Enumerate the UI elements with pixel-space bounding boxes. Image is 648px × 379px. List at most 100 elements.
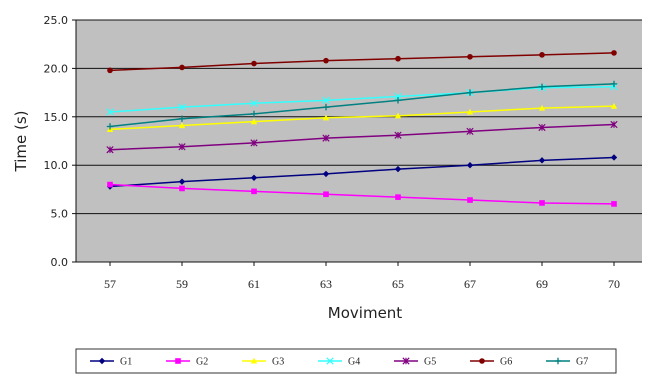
data-point [250,174,258,181]
data-point [395,55,401,62]
series-g2 [107,181,617,207]
legend-item-g6: G6 [470,357,512,368]
data-point [107,181,113,188]
data-point [611,201,617,207]
series-line [109,105,615,131]
y-tick-label: 20.0 [44,62,69,75]
series-line [109,183,615,205]
y-tick-label: 0.0 [51,256,69,269]
data-point [466,108,474,115]
x-tick-label: 63 [320,277,332,291]
data-point [610,80,618,88]
x-tick-label: 59 [176,277,188,291]
x-axis-ticks: 57 59 61 63 65 67 69 70 [104,262,620,291]
data-point [610,154,618,161]
series-line [109,86,615,113]
data-point [538,83,546,90]
x-axis-label: Moviment [328,304,403,322]
data-point [250,110,258,118]
data-point [394,112,402,119]
data-point [395,194,401,200]
data-point [467,53,473,60]
series-g1 [106,154,618,190]
data-point [467,197,473,203]
legend-label: G7 [576,357,588,368]
legend-marker [175,358,181,364]
data-point [323,191,329,198]
series-g5 [106,120,618,154]
legend: G1 G2 G3 G4 G5 G6 G7 [90,357,588,368]
data-point [538,157,546,164]
data-point [106,108,114,116]
data-point [178,115,186,122]
data-point [466,89,474,96]
legend-item-g1: G1 [90,357,132,368]
series-g6 [107,50,617,74]
data-point [179,64,185,71]
legend-label: G1 [120,357,132,368]
data-point [394,131,402,139]
data-point [106,123,114,130]
legend-marker [98,357,106,365]
y-tick-label: 10.0 [44,159,69,172]
x-tick-label: 65 [392,277,404,291]
series-line [109,123,615,151]
data-point [251,60,257,67]
series-g4 [106,83,618,116]
data-point [322,134,330,142]
y-axis-ticks: 0.0 5.0 10.0 15.0 20.0 25.0 [44,14,76,269]
data-point [394,97,402,104]
legend-label: G6 [500,357,512,368]
legend-label: G3 [272,357,284,368]
data-point [322,170,330,178]
legend-item-g7: G7 [546,357,588,368]
data-point [538,104,546,111]
data-point [539,200,545,206]
data-point [611,50,617,56]
data-point [178,143,186,151]
series-g3 [106,102,618,132]
legend-box [75,348,617,374]
plot-area [76,20,642,262]
y-tick-label: 5.0 [51,208,69,221]
legend-item-g4: G4 [318,357,360,368]
data-point [538,123,546,132]
series-line [109,156,615,188]
x-tick-label: 57 [104,277,116,291]
data-point [466,162,474,169]
data-point [107,67,113,74]
data-point [251,188,257,195]
series-g7 [106,80,618,130]
data-point [250,139,258,147]
data-point [322,114,330,121]
data-point [179,185,185,192]
data-point [323,57,329,64]
y-tick-label: 15.0 [44,111,69,124]
data-point [322,103,330,111]
legend-marker [250,357,258,364]
x-tick-label: 67 [464,277,476,291]
data-point [394,92,402,101]
legend-marker [554,357,562,365]
data-point [610,102,618,109]
legend-item-g5: G5 [394,357,436,368]
x-tick-label: 69 [536,277,548,291]
legend-item-g2: G2 [166,357,208,368]
x-tick-label: 61 [248,277,260,291]
y-axis-label: Time (s) [12,111,30,173]
x-tick-label: 70 [608,277,620,291]
legend-item-g3: G3 [242,357,284,368]
data-point [466,127,474,135]
legend-marker [479,358,485,364]
legend-marker [326,357,334,365]
data-point [322,96,330,105]
data-point [106,146,114,154]
series-line [109,83,615,128]
data-point [178,178,186,185]
legend-label: G4 [348,357,360,368]
legend-label: G2 [196,357,208,368]
data-point [250,99,258,107]
data-point [178,122,186,129]
legend-label: G5 [424,357,436,368]
